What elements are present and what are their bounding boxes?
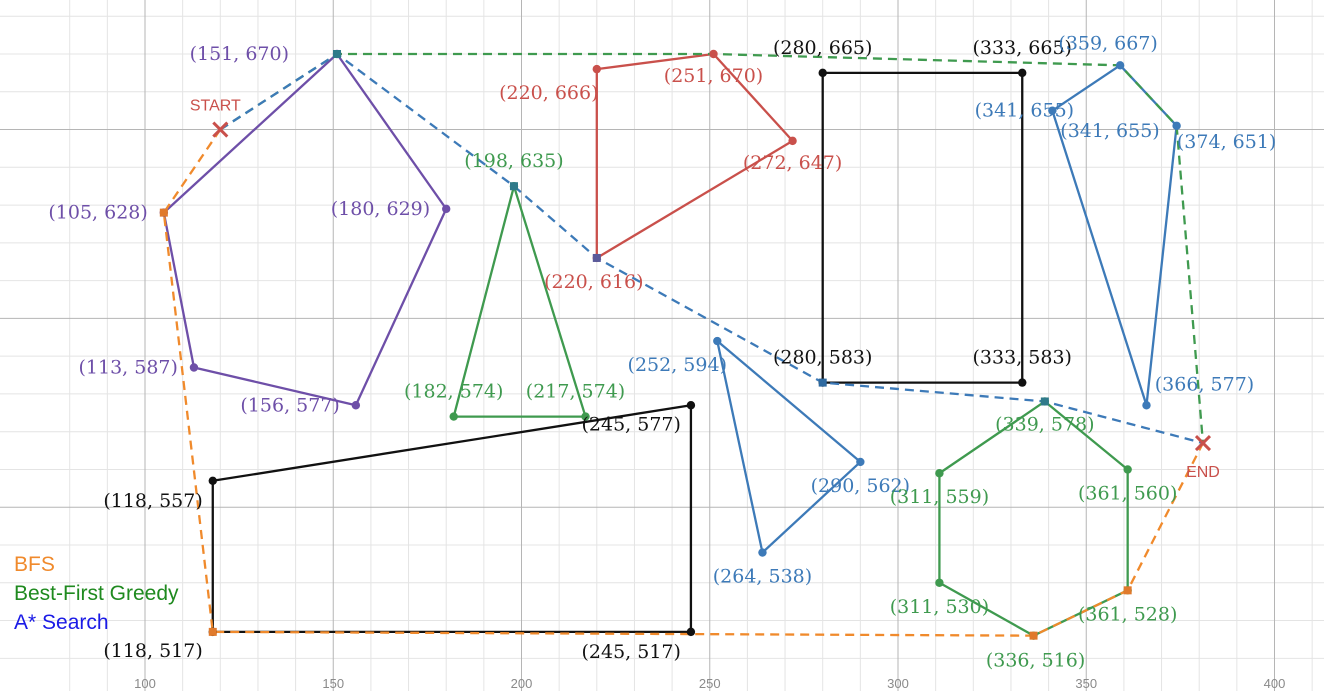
coordinate-label: (361, 528) <box>1078 603 1177 625</box>
vertex-marker <box>1142 401 1151 410</box>
coordinate-label: (245, 577) <box>581 413 680 435</box>
start-marker <box>212 121 229 138</box>
x-tick-label: 300 <box>887 676 909 691</box>
path-vertex-marker <box>818 378 827 387</box>
x-tick-label: 250 <box>699 676 721 691</box>
coordinate-label: (118, 557) <box>103 490 202 512</box>
vertex-marker <box>713 336 722 346</box>
coordinate-label: (105, 628) <box>48 202 147 224</box>
obstacle-polygons <box>162 52 1178 637</box>
coordinate-label: (272, 647) <box>743 152 842 174</box>
coordinate-label: (336, 516) <box>986 650 1085 672</box>
coordinate-label: (290, 562) <box>811 475 910 497</box>
path-vertex-marker <box>1040 397 1049 406</box>
vertex-marker <box>709 49 718 59</box>
vertex-marker <box>1018 68 1027 78</box>
coordinate-label: (252, 594) <box>628 354 727 376</box>
vertex-marker <box>1048 106 1057 115</box>
x-tick-labels: 100 150 200 250 300 350 400 <box>134 676 1285 691</box>
coordinate-label: (198, 635) <box>464 150 563 172</box>
vertex-marker <box>818 68 827 78</box>
coordinate-label: (156, 577) <box>240 394 339 416</box>
start-label: START <box>190 98 241 115</box>
vertex-marker <box>758 548 767 557</box>
end-label: END <box>1186 464 1220 481</box>
obstacle-triangle-green <box>452 185 587 418</box>
coordinate-label: (280, 583) <box>773 347 872 369</box>
coordinate-labels: (151, 670) (180, 629) (156, 577) (113, 587)… <box>48 32 1276 671</box>
coordinate-label: (341, 655) <box>1060 120 1159 142</box>
coordinate-label: (339, 578) <box>995 413 1094 435</box>
obstacle-quad-black <box>211 404 693 634</box>
x-tick-label: 200 <box>511 676 533 691</box>
coordinate-label: (374, 651) <box>1177 131 1276 153</box>
legend-best-first-greedy: Best-First Greedy <box>14 582 179 605</box>
obstacle-triangle-blue <box>716 339 862 554</box>
legend: BFS Best-First Greedy A* Search <box>14 550 179 637</box>
vertex-marker <box>208 476 217 486</box>
coordinate-label: (341, 655) <box>975 100 1074 122</box>
path-vertex-marker <box>333 50 342 58</box>
vertex-marker <box>1115 61 1125 70</box>
coordinate-label: (264, 538) <box>713 566 812 588</box>
coordinate-label: (280, 665) <box>773 37 872 59</box>
vertex-marker <box>442 204 451 214</box>
x-tick-label: 100 <box>134 676 156 691</box>
coordinate-label: (361, 560) <box>1078 482 1177 504</box>
path-vertex-marker <box>208 627 217 636</box>
path-vertex-marker <box>1123 586 1132 595</box>
coordinate-label: (180, 629) <box>331 198 430 220</box>
x-tick-label: 150 <box>322 676 344 691</box>
path-vertex-marker <box>592 253 601 262</box>
x-tick-label: 400 <box>1264 676 1286 691</box>
coordinate-label: (182, 574) <box>404 381 503 403</box>
coordinate-label: (359, 667) <box>1058 32 1157 54</box>
coordinate-label: (245, 517) <box>581 641 680 663</box>
vertex-marker <box>686 627 696 637</box>
path-vertex-marker <box>509 182 518 191</box>
x-tick-label: 350 <box>1075 676 1097 691</box>
vertex-markers <box>159 49 1181 640</box>
coordinate-label: (220, 666) <box>499 82 598 104</box>
coordinate-label: (311, 559) <box>890 486 989 508</box>
vertex-marker <box>686 401 696 410</box>
legend-a-star: A* Search <box>14 611 109 634</box>
coordinate-label: (151, 670) <box>190 43 289 65</box>
coordinate-label: (217, 574) <box>526 381 625 403</box>
path-vertex-marker <box>159 208 168 217</box>
path-bfs <box>162 128 1204 637</box>
vertex-marker <box>189 363 199 372</box>
search-paths <box>162 52 1205 637</box>
vertex-marker <box>935 469 944 478</box>
vertex-marker <box>592 64 601 74</box>
coordinate-label: (311, 530) <box>890 596 989 618</box>
path-vertex-marker <box>1029 631 1038 640</box>
vertex-marker <box>856 457 865 467</box>
coordinate-label: (118, 517) <box>103 640 202 662</box>
coordinate-label: (333, 665) <box>973 37 1072 59</box>
obstacle-pentagon <box>162 52 448 407</box>
end-marker <box>1194 434 1212 452</box>
coordinate-label: (251, 670) <box>664 65 763 87</box>
coordinate-label: (333, 583) <box>973 347 1072 369</box>
coordinate-label: (366, 577) <box>1155 373 1254 395</box>
vertex-marker <box>1123 465 1132 474</box>
path-best-first-greedy <box>219 52 1205 444</box>
coordinate-label: (113, 587) <box>79 356 178 378</box>
vertex-marker <box>1172 121 1181 130</box>
vertex-marker <box>351 401 361 410</box>
coordinate-label: (220, 616) <box>544 271 643 293</box>
start-end-markers: START END <box>190 98 1220 481</box>
vertex-marker <box>1018 378 1027 387</box>
legend-bfs: BFS <box>14 553 55 576</box>
vertex-marker <box>935 578 944 587</box>
vertex-marker <box>449 412 458 421</box>
vertex-marker <box>581 412 590 421</box>
vertex-marker <box>788 136 797 146</box>
